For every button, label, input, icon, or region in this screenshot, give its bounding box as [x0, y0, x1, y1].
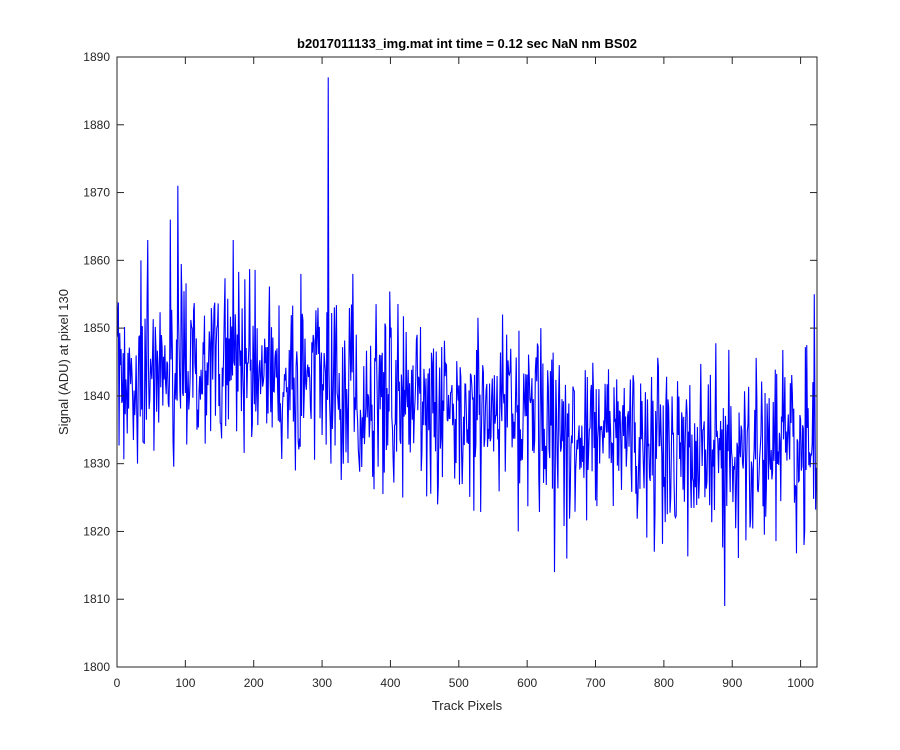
y-tick-label: 1880: [83, 118, 110, 132]
x-tick-label: 600: [517, 676, 537, 690]
y-axis-title: Signal (ADU) at pixel 130: [56, 289, 71, 435]
y-tick-label: 1860: [83, 253, 110, 267]
x-tick-label: 900: [722, 676, 742, 690]
x-tick-label: 800: [654, 676, 674, 690]
y-tick-label: 1890: [83, 50, 110, 64]
x-tick-label: 0: [114, 676, 121, 690]
y-tick-label: 1830: [83, 457, 110, 471]
y-tick-label: 1820: [83, 524, 110, 538]
y-tick-label: 1870: [83, 186, 110, 200]
x-axis: 0 100 200 300 400 500 600 700 800 900 1000: [114, 57, 814, 690]
plot-content: [116, 77, 817, 607]
chart-title: b2017011133_img.mat int time = 0.12 sec …: [297, 36, 637, 51]
x-tick-label: 700: [586, 676, 606, 690]
y-tick-label: 1800: [83, 660, 110, 674]
x-tick-label: 200: [244, 676, 264, 690]
x-tick-label: 100: [175, 676, 195, 690]
y-axis: 1800 1810 1820 1830 1840 1850 1860 1870 1880 1890: [83, 50, 817, 674]
x-tick-label: 300: [312, 676, 332, 690]
y-tick-label: 1810: [83, 592, 110, 606]
x-axis-title: Track Pixels: [432, 698, 503, 713]
y-tick-label: 1850: [83, 321, 110, 335]
x-tick-label: 1000: [787, 676, 814, 690]
axes-box: [116, 56, 818, 668]
series-line: [116, 77, 817, 607]
x-tick-label: 400: [380, 676, 400, 690]
y-tick-label: 1840: [83, 389, 110, 403]
x-tick-label: 500: [449, 676, 469, 690]
